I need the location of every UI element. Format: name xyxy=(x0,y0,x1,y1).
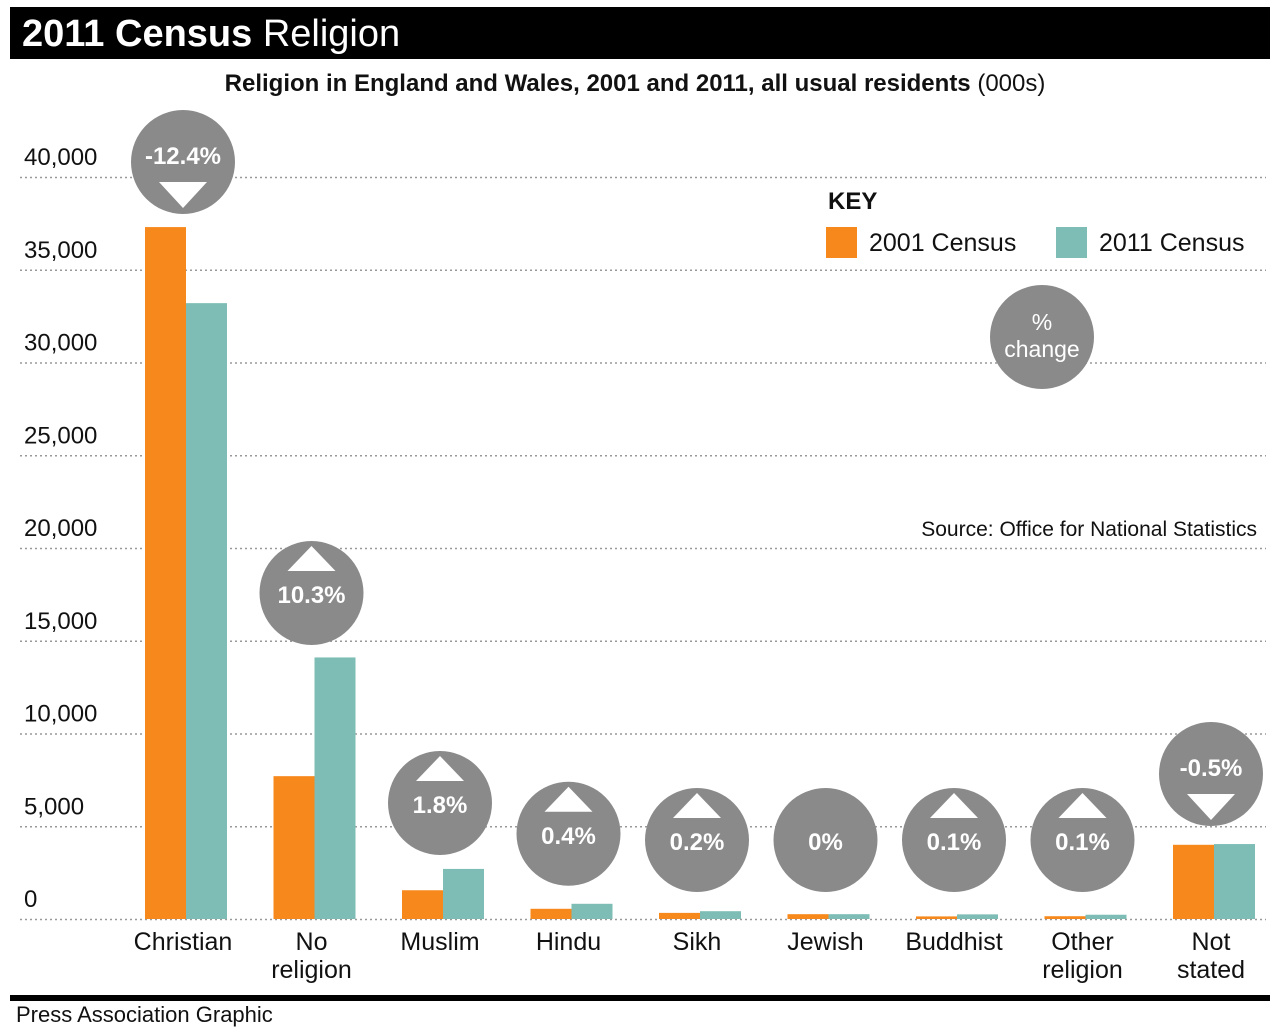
bar-2011 xyxy=(828,914,870,919)
title-light: Religion xyxy=(262,13,401,55)
bar-2001 xyxy=(402,890,443,919)
y-tick-label: 0 xyxy=(24,886,37,913)
up-arrow-icon xyxy=(416,756,464,781)
bar-2011 xyxy=(314,657,356,919)
y-tick-label: 35,000 xyxy=(24,237,97,264)
category-label: No xyxy=(296,928,328,956)
category-label: religion xyxy=(271,956,352,984)
y-tick-label: 25,000 xyxy=(24,422,97,449)
change-label: 0.2% xyxy=(670,829,725,856)
up-arrow-icon xyxy=(287,546,336,571)
subtitle-unit: (000s) xyxy=(977,70,1046,97)
category-label: Sikh xyxy=(673,928,722,956)
bar-2001 xyxy=(787,914,829,919)
bar-2011 xyxy=(571,903,613,919)
down-arrow-icon xyxy=(1187,794,1235,821)
up-arrow-icon xyxy=(930,793,978,818)
bar-2001 xyxy=(530,908,572,919)
change-label: 10.3% xyxy=(277,582,345,609)
category-label: Buddhist xyxy=(905,928,1002,956)
category-label: Hindu xyxy=(536,928,601,956)
change-label: 0% xyxy=(808,829,843,856)
legend-swatch-2011 xyxy=(1056,227,1087,258)
bar-2011 xyxy=(1085,914,1127,919)
legend-label-2001: 2001 Census xyxy=(869,229,1016,257)
chart-subtitle: Religion in England and Wales, 2001 and … xyxy=(0,70,1270,98)
category-label: Muslim xyxy=(400,928,479,956)
legend-label-2011: 2011 Census xyxy=(1099,229,1244,257)
subtitle-main: Religion in England and Wales, 2001 and … xyxy=(224,70,971,97)
bar-2011 xyxy=(1214,844,1255,919)
change-label: -0.5% xyxy=(1180,755,1243,782)
change-bubble xyxy=(645,788,749,892)
change-bubble xyxy=(1159,722,1263,827)
category-label: religion xyxy=(1042,956,1123,984)
footer-rule xyxy=(10,995,1270,1001)
legend-title: KEY xyxy=(828,188,877,215)
down-arrow-icon xyxy=(159,182,207,208)
up-arrow-icon xyxy=(673,793,721,818)
bar-2001 xyxy=(145,227,186,919)
up-arrow-icon xyxy=(1058,793,1107,818)
bar-2011 xyxy=(957,914,998,919)
title-bold: 2011 Census xyxy=(22,13,253,55)
change-bubble xyxy=(259,541,364,645)
bar-2001 xyxy=(1044,916,1086,919)
y-tick-label: 30,000 xyxy=(24,330,97,357)
header-bar: 2011 Census Religion xyxy=(10,7,1270,59)
bar-2001 xyxy=(273,776,315,919)
y-tick-label: 15,000 xyxy=(24,608,97,635)
bar-2001 xyxy=(916,916,957,919)
percent-change-key-label: % xyxy=(1032,309,1052,335)
y-tick-label: 10,000 xyxy=(24,701,97,728)
y-tick-label: 5,000 xyxy=(24,793,84,820)
change-label: 0.1% xyxy=(927,829,982,856)
change-bubble xyxy=(131,110,235,214)
y-tick-label: 20,000 xyxy=(24,515,97,542)
change-label: 0.1% xyxy=(1055,829,1110,856)
footer-credit: Press Association Graphic xyxy=(16,1002,273,1027)
change-bubble xyxy=(388,751,492,855)
category-label: Not xyxy=(1192,928,1231,956)
bar-2001 xyxy=(1173,844,1214,919)
percent-change-key-label: change xyxy=(1004,336,1079,362)
change-bubble xyxy=(773,788,878,892)
percent-change-key xyxy=(990,285,1094,389)
change-bubble xyxy=(902,788,1006,892)
bar-2011 xyxy=(443,868,484,919)
up-arrow-icon xyxy=(544,786,593,812)
category-label: Christian xyxy=(134,928,233,956)
bar-2011 xyxy=(186,303,227,919)
bar-2011 xyxy=(700,911,741,919)
y-tick-label: 40,000 xyxy=(24,144,97,171)
category-label: Other xyxy=(1051,928,1114,956)
source-note: Source: Office for National Statistics xyxy=(921,518,1257,541)
change-bubble xyxy=(516,781,621,886)
change-label: 0.4% xyxy=(541,823,596,850)
legend-swatch-2001 xyxy=(826,227,857,258)
category-label: Jewish xyxy=(787,928,863,956)
change-label: -12.4% xyxy=(145,143,221,170)
page-title: 2011 Census Religion xyxy=(22,13,400,56)
category-label: stated xyxy=(1177,956,1245,984)
change-bubble xyxy=(1030,788,1135,892)
change-label: 1.8% xyxy=(413,792,468,819)
bar-2001 xyxy=(659,912,700,919)
